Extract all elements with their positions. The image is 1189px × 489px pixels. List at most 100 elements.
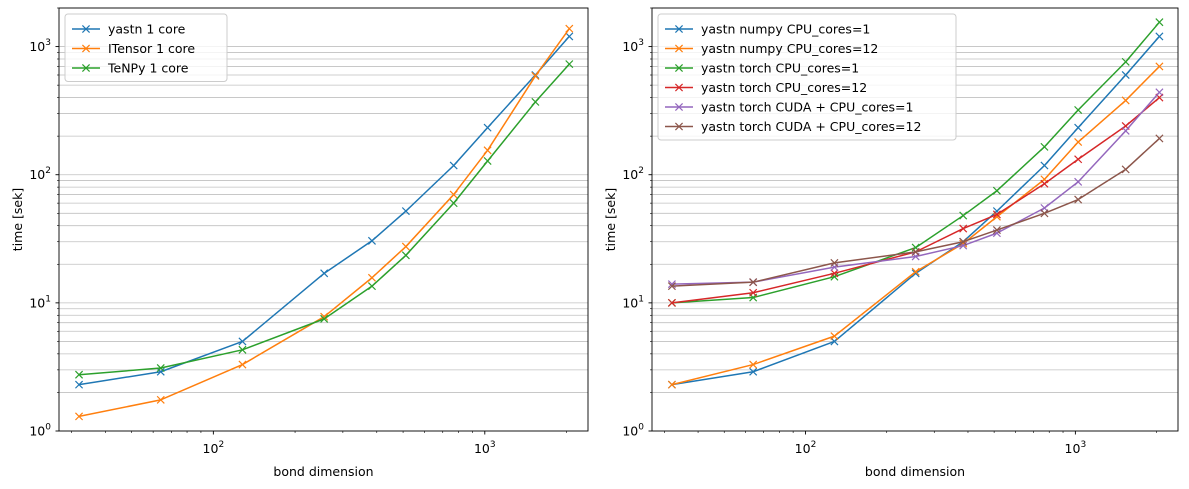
data-point-marker <box>565 32 574 41</box>
series-line <box>671 91 1160 285</box>
y-tick-label: 101 <box>29 294 51 310</box>
axis-ticks <box>55 7 567 435</box>
legend-label: yastn torch CUDA + CPU_cores=1 <box>701 100 913 115</box>
data-point-marker <box>531 71 540 80</box>
data-point-marker <box>1040 209 1049 218</box>
data-point-marker <box>1155 88 1164 97</box>
data-point-marker <box>1040 142 1049 151</box>
legend-box <box>657 13 957 141</box>
data-point-marker <box>959 224 968 233</box>
data-point-marker <box>1121 126 1130 135</box>
series-line <box>671 35 1160 386</box>
data-point-marker <box>959 241 968 250</box>
y-tick-label-base: 10 <box>622 424 638 439</box>
x-tick-label: 102 <box>795 440 817 456</box>
axes-frame <box>651 7 1179 432</box>
legend-marker <box>674 122 684 131</box>
x-tick-label: 103 <box>474 440 496 456</box>
legend-marker <box>674 24 684 34</box>
y-tick-label: 100 <box>29 423 51 439</box>
legend-label: yastn torch CPU_cores=1 <box>701 61 859 76</box>
x-tick-label-base: 10 <box>203 441 219 456</box>
y-tick-label-base: 10 <box>622 295 638 310</box>
legend-marker <box>674 83 684 92</box>
series-line <box>78 63 570 376</box>
plot-area <box>75 24 574 421</box>
series-3 <box>75 60 574 379</box>
data-point-marker <box>749 288 758 297</box>
data-point-marker <box>749 360 758 369</box>
y-tick-label-exponent: 1 <box>45 294 51 304</box>
data-point-marker <box>667 380 676 389</box>
legend-label: yastn 1 core <box>108 22 186 37</box>
data-point-marker <box>1155 32 1164 41</box>
data-point-marker <box>1121 57 1130 66</box>
data-point-marker <box>911 247 920 256</box>
data-point-marker <box>830 269 839 278</box>
data-point-marker <box>992 212 1001 221</box>
data-point-marker <box>449 199 458 208</box>
data-point-marker <box>320 269 329 278</box>
data-point-marker <box>1074 123 1083 132</box>
legend-item: yastn torch CUDA + CPU_cores=1 <box>665 100 913 115</box>
data-point-marker <box>992 226 1001 235</box>
x-axis-label: bond dimension <box>865 464 965 479</box>
y-tick-label-base: 10 <box>29 295 45 310</box>
x-axis-label: bond dimension <box>273 464 373 479</box>
data-point-marker <box>1155 134 1164 143</box>
data-point-marker <box>156 367 165 376</box>
legend-marker <box>81 63 91 73</box>
data-point-marker <box>1074 137 1083 147</box>
series-line <box>671 96 1160 304</box>
legend-item: yastn numpy CPU_cores=12 <box>665 41 878 56</box>
legend-marker <box>674 102 684 112</box>
data-point-marker <box>1074 177 1083 186</box>
data-point-marker <box>367 282 376 291</box>
y-tick-label: 103 <box>622 38 644 54</box>
series-line <box>78 35 570 386</box>
x-tick-label-base: 10 <box>474 441 490 456</box>
legend-label: TeNPy 1 core <box>107 61 189 76</box>
x-tick-label: 102 <box>203 440 225 456</box>
data-point-marker <box>1074 195 1083 204</box>
legend-marker <box>674 44 684 53</box>
legend-label: yastn numpy CPU_cores=1 <box>701 22 870 37</box>
data-point-marker <box>959 211 968 220</box>
y-tick-label-exponent: 3 <box>45 38 51 48</box>
data-point-marker <box>156 395 165 404</box>
y-tick-label-base: 10 <box>622 39 638 54</box>
legend-label: yastn numpy CPU_cores=12 <box>701 41 878 56</box>
legend-marker <box>674 63 684 73</box>
data-point-marker <box>75 412 84 421</box>
y-tick-label-exponent: 2 <box>45 166 51 176</box>
series-line <box>78 28 570 418</box>
y-tick-label-exponent: 2 <box>638 166 644 176</box>
x-tick-label-base: 10 <box>795 441 811 456</box>
series-2 <box>667 62 1164 389</box>
x-tick-label-exponent: 2 <box>218 440 224 450</box>
legend-item: yastn 1 core <box>72 22 186 37</box>
y-tick-label-exponent: 1 <box>638 294 644 304</box>
data-point-marker <box>830 332 839 341</box>
legend-label: yastn torch CUDA + CPU_cores=12 <box>701 119 921 134</box>
x-tick-label-base: 10 <box>1065 441 1081 456</box>
data-point-marker <box>320 314 329 323</box>
data-point-marker <box>1074 155 1083 164</box>
y-tick-label-base: 10 <box>29 39 45 54</box>
legend-item: yastn torch CPU_cores=12 <box>665 80 867 95</box>
data-point-marker <box>667 282 676 291</box>
legend-marker <box>81 44 91 53</box>
legend-label: yastn torch CPU_cores=12 <box>701 80 867 95</box>
data-point-marker <box>992 210 1001 219</box>
y-tick-label-exponent: 0 <box>45 423 51 433</box>
axes-frame <box>58 7 589 432</box>
data-point-marker <box>483 123 492 132</box>
legend: yastn 1 core ITensor 1 core TeNPy 1 core <box>64 13 228 82</box>
data-point-marker <box>531 97 540 106</box>
y-tick-label: 103 <box>29 38 51 54</box>
series-1 <box>75 32 574 389</box>
data-point-marker <box>749 367 758 376</box>
